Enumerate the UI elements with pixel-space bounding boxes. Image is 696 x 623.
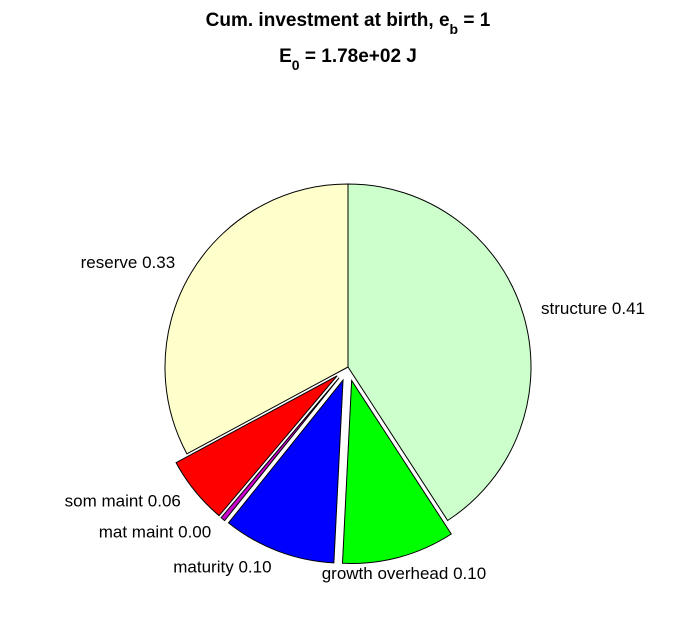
pie-slice xyxy=(341,378,452,565)
slice-value-label: 0.41 xyxy=(612,299,645,318)
pie-slice xyxy=(347,183,532,522)
pie-slice xyxy=(164,183,349,455)
slice-label: som maint 0.06 xyxy=(65,492,181,511)
slice-value-label: 0.33 xyxy=(142,253,175,272)
slice-value-label: 0.00 xyxy=(178,523,211,542)
title-sub: 0 xyxy=(292,57,300,73)
slice-value-label: 0.10 xyxy=(453,564,486,583)
slice-value-label: 0.06 xyxy=(148,492,181,511)
slice-name: maturity xyxy=(173,558,234,577)
pie-slice xyxy=(227,378,344,564)
chart-title: Cum. investment at birth, eb = 1 xyxy=(206,10,491,37)
slice-name: som maint xyxy=(65,492,144,511)
slice-value-label: 0.10 xyxy=(238,558,271,577)
slice-label: reserve 0.33 xyxy=(81,253,176,272)
chart-title: E0 = 1.78e+02 J xyxy=(279,46,417,73)
title-main: E xyxy=(279,46,292,67)
slice-name: structure xyxy=(541,299,607,318)
title-main: Cum. investment at birth, e xyxy=(206,10,450,31)
title-rest: = 1 xyxy=(458,10,491,31)
pie-slice xyxy=(220,377,340,522)
slice-name: growth overhead xyxy=(322,564,449,583)
pie-slice xyxy=(175,375,338,517)
slice-label: mat maint 0.00 xyxy=(99,523,211,542)
title-rest: = 1.78e+02 J xyxy=(300,46,417,67)
slice-label: growth overhead 0.10 xyxy=(322,564,486,583)
slice-label: structure 0.41 xyxy=(541,299,645,318)
slice-label: maturity 0.10 xyxy=(173,558,271,577)
slice-name: reserve xyxy=(81,253,138,272)
slice-name: mat maint xyxy=(99,523,174,542)
title-sub: b xyxy=(450,21,459,37)
